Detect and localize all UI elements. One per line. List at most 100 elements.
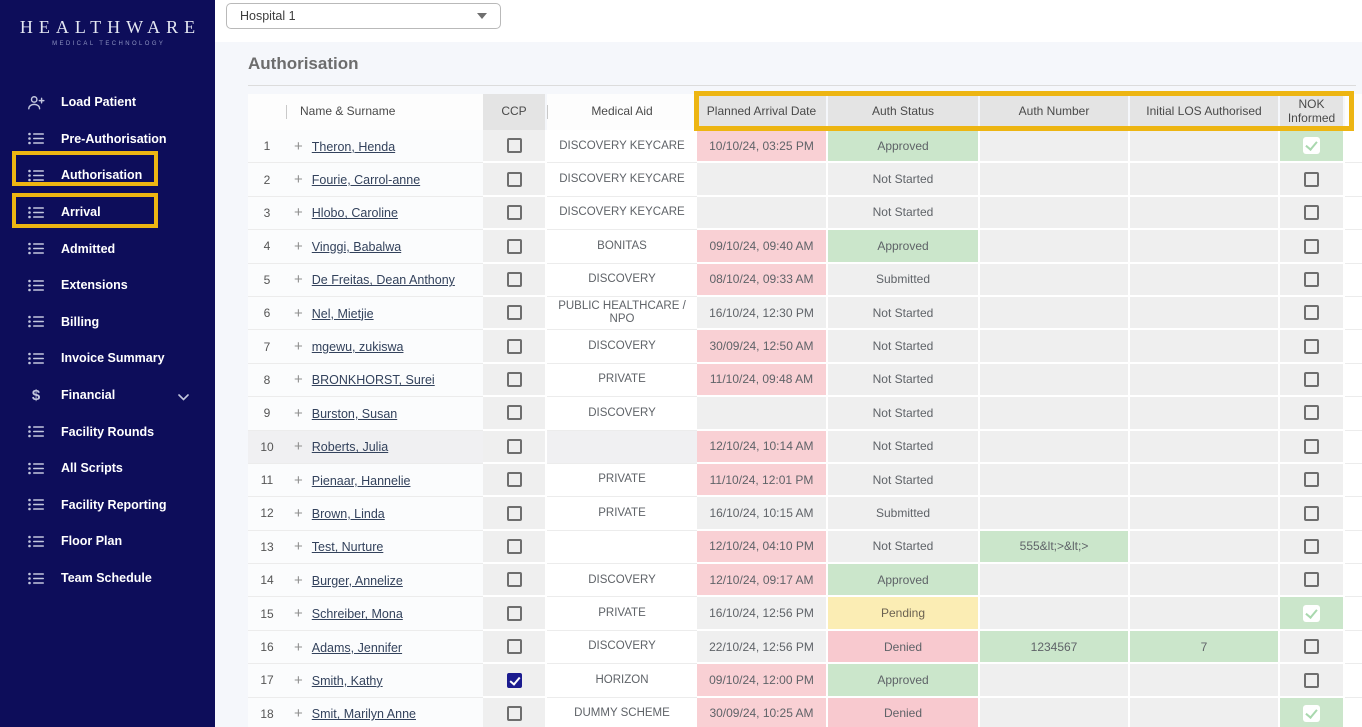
initial-los-cell[interactable] [1130, 230, 1280, 264]
initial-los-cell[interactable] [1130, 664, 1280, 698]
sidebar-item-extensions[interactable]: Extensions [0, 267, 215, 304]
nok-informed-checkbox[interactable] [1304, 572, 1319, 588]
expand-row-icon[interactable]: + [294, 571, 303, 589]
nok-informed-checkbox[interactable] [1304, 438, 1319, 454]
auth-number-cell[interactable] [980, 564, 1130, 598]
ccp-checkbox[interactable] [506, 472, 522, 488]
ccp-checkbox[interactable] [506, 338, 522, 354]
nok-informed-checkbox[interactable] [1304, 472, 1319, 488]
ccp-checkbox[interactable] [506, 238, 522, 254]
nok-informed-checkbox[interactable] [1304, 539, 1319, 555]
auth-number-cell[interactable] [980, 664, 1130, 698]
sidebar-item-facility-rounds[interactable]: Facility Rounds [0, 413, 215, 450]
initial-los-cell[interactable] [1130, 296, 1280, 331]
expand-row-icon[interactable]: + [294, 504, 303, 522]
initial-los-cell[interactable] [1130, 397, 1280, 431]
auth-status-cell[interactable]: Not Started [828, 430, 980, 464]
patient-name-link[interactable]: Roberts, Julia [311, 440, 389, 455]
header-name-surname[interactable]: Name & Surname [286, 94, 483, 130]
auth-status-cell[interactable]: Denied [828, 630, 980, 665]
header-auth-number[interactable]: Auth Number [980, 94, 1130, 130]
header-planned-arrival-date[interactable]: Planned Arrival Date [697, 94, 828, 130]
initial-los-cell[interactable] [1130, 463, 1280, 498]
ccp-checkbox[interactable] [506, 305, 522, 321]
initial-los-cell[interactable] [1130, 330, 1280, 364]
patient-name-link[interactable]: BRONKHORST, Surei [311, 373, 435, 388]
initial-los-cell[interactable] [1130, 597, 1280, 631]
nok-informed-checkbox[interactable] [1303, 704, 1320, 722]
nok-informed-checkbox[interactable] [1304, 238, 1319, 254]
initial-los-cell[interactable] [1130, 530, 1280, 565]
planned-arrival-cell[interactable] [697, 196, 828, 231]
expand-row-icon[interactable]: + [294, 237, 303, 255]
initial-los-cell[interactable] [1130, 564, 1280, 598]
nok-informed-checkbox[interactable] [1304, 372, 1319, 388]
expand-row-icon[interactable]: + [294, 638, 303, 656]
expand-row-icon[interactable]: + [294, 271, 303, 289]
expand-row-icon[interactable]: + [294, 438, 303, 456]
expand-row-icon[interactable]: + [294, 404, 303, 422]
auth-status-cell[interactable]: Not Started [828, 196, 980, 231]
expand-row-icon[interactable]: + [294, 471, 303, 489]
sidebar-item-pre-authorisation[interactable]: Pre-Authorisation [0, 121, 215, 158]
patient-name-link[interactable]: Schreiber, Mona [311, 607, 403, 622]
ccp-checkbox[interactable] [506, 438, 522, 454]
sidebar-item-floor-plan[interactable]: Floor Plan [0, 523, 215, 560]
initial-los-cell[interactable] [1130, 263, 1280, 297]
auth-status-cell[interactable]: Submitted [828, 497, 980, 531]
sidebar-item-arrival[interactable]: Arrival [0, 194, 215, 231]
nok-informed-checkbox[interactable] [1304, 405, 1319, 421]
initial-los-cell[interactable] [1130, 497, 1280, 531]
patient-name-link[interactable]: Smith, Kathy [311, 673, 383, 688]
planned-arrival-cell[interactable]: 11/10/24, 09:48 AM [697, 363, 828, 398]
expand-row-icon[interactable]: + [294, 204, 303, 222]
ccp-checkbox[interactable] [506, 639, 522, 655]
sidebar-item-authorisation[interactable]: Authorisation [0, 157, 215, 194]
patient-name-link[interactable]: Vinggi, Babalwa [311, 239, 402, 254]
auth-status-cell[interactable]: Approved [828, 664, 980, 698]
patient-name-link[interactable]: Fourie, Carrol-anne [311, 173, 421, 188]
expand-row-icon[interactable]: + [294, 371, 303, 389]
sidebar-item-all-scripts[interactable]: All Scripts [0, 450, 215, 487]
auth-status-cell[interactable]: Not Started [828, 296, 980, 331]
ccp-checkbox[interactable] [506, 271, 522, 287]
expand-row-icon[interactable]: + [294, 705, 303, 723]
header-nok-informed[interactable]: NOK Informed [1280, 94, 1345, 130]
patient-name-link[interactable]: Hlobo, Caroline [311, 206, 398, 221]
sidebar-item-team-schedule[interactable]: Team Schedule [0, 560, 215, 597]
nok-informed-checkbox[interactable] [1304, 672, 1319, 688]
expand-row-icon[interactable]: + [294, 338, 303, 356]
header-ccp[interactable]: CCP [483, 94, 547, 130]
patient-name-link[interactable]: Theron, Henda [311, 139, 396, 154]
ccp-checkbox[interactable] [506, 539, 522, 555]
auth-number-cell[interactable] [980, 230, 1130, 264]
facility-select[interactable]: Hospital 1 [226, 3, 501, 29]
ccp-checkbox[interactable] [506, 505, 522, 521]
nok-informed-checkbox[interactable] [1303, 137, 1320, 155]
expand-row-icon[interactable]: + [294, 671, 303, 689]
patient-name-link[interactable]: Adams, Jennifer [311, 640, 403, 655]
auth-status-cell[interactable]: Denied [828, 697, 980, 727]
planned-arrival-cell[interactable]: 09/10/24, 12:00 PM [697, 664, 828, 698]
auth-number-cell[interactable] [980, 397, 1130, 431]
planned-arrival-cell[interactable]: 16/10/24, 12:30 PM [697, 296, 828, 331]
planned-arrival-cell[interactable]: 10/10/24, 03:25 PM [697, 130, 828, 164]
ccp-checkbox[interactable] [506, 405, 522, 421]
expand-row-icon[interactable]: + [294, 304, 303, 322]
planned-arrival-cell[interactable] [697, 397, 828, 431]
patient-name-link[interactable]: Burston, Susan [311, 406, 398, 421]
planned-arrival-cell[interactable]: 09/10/24, 09:40 AM [697, 230, 828, 264]
sidebar-item-financial[interactable]: $ Financial [0, 377, 215, 414]
header-medical-aid[interactable]: Medical Aid [547, 94, 697, 130]
sidebar-item-load-patient[interactable]: Load Patient [0, 84, 215, 121]
auth-status-cell[interactable]: Not Started [828, 163, 980, 197]
ccp-checkbox[interactable] [506, 706, 522, 721]
auth-status-cell[interactable]: Approved [828, 130, 980, 164]
sidebar-item-admitted[interactable]: Admitted [0, 230, 215, 267]
initial-los-cell[interactable] [1130, 363, 1280, 398]
ccp-checkbox[interactable] [506, 205, 522, 221]
sidebar-item-facility-reporting[interactable]: Facility Reporting [0, 487, 215, 524]
planned-arrival-cell[interactable] [697, 163, 828, 197]
auth-number-cell[interactable] [980, 597, 1130, 631]
patient-name-link[interactable]: Brown, Linda [311, 506, 385, 521]
